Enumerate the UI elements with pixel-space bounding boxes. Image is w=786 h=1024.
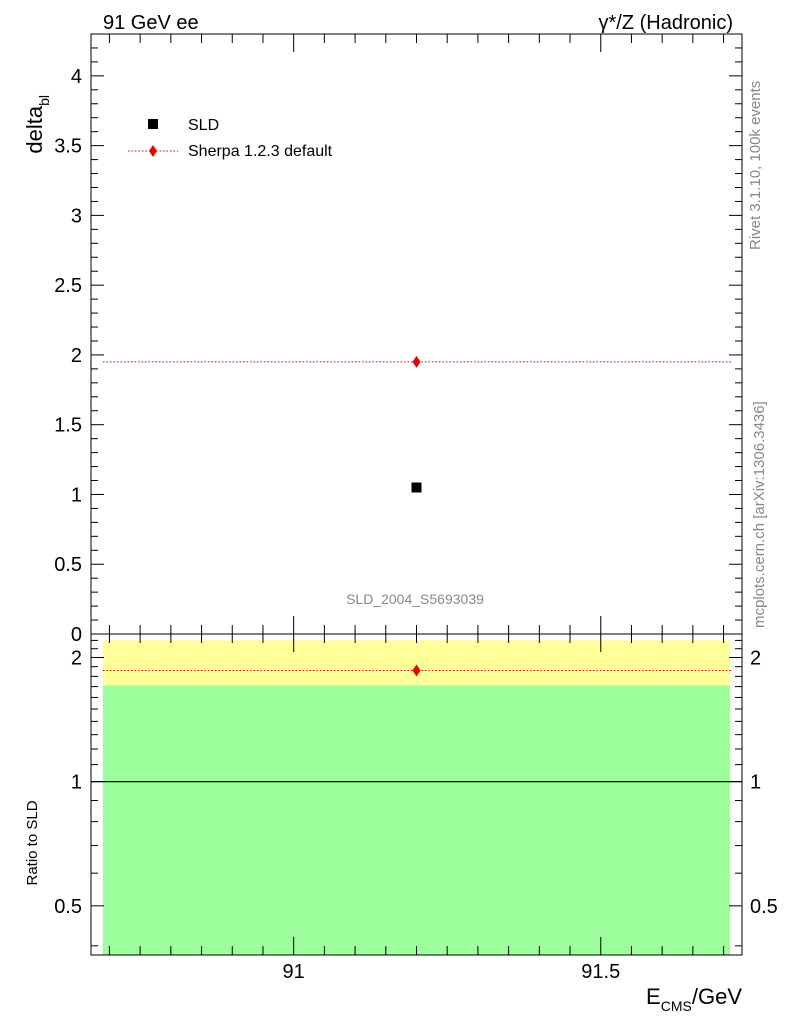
main-ytick-label: 0 [71,624,82,646]
band-green [103,685,730,955]
mcplots-label: mcplots.cern.ch [arXiv:1306.3436] [751,401,768,628]
main-ytick-label: 0.5 [54,554,82,576]
main-ylabel-text: delta [22,105,47,153]
header-left: 91 GeV ee [103,12,199,34]
legend-sld-marker [148,119,158,129]
main-ytick-label: 3.5 [54,136,82,158]
sherpa-point [412,355,421,368]
main-ylabel: deltabl [22,95,52,154]
xlabel-unit: /GeV [692,984,742,1009]
main-ytick-label: 2.5 [54,275,82,297]
sld-point [411,482,422,493]
ratio-ytick-label-right: 2 [750,647,761,669]
ratio-ytick-label: 2 [71,647,82,669]
xlabel-sub: CMS [661,998,692,1014]
main-panel: 0 0.5 1 1.5 2 2.5 3 3.5 4 [54,33,743,646]
watermark: SLD_2004_S5693039 [346,591,484,607]
ratio-ytick-label: 1 [71,772,82,794]
xtick-label: 91.5 [581,961,620,983]
ratio-panel: 0.5 0.5 1 1 2 2 91 91.5 [54,633,778,983]
xlabel-main: E [646,984,661,1009]
header-right: γ*/Z (Hadronic) [599,12,733,34]
legend-sld-label: SLD [188,117,219,134]
svg-text:deltabl: deltabl [22,95,52,154]
ratio-ytick-label-right: 1 [750,772,761,794]
main-ytick-label: 3 [71,205,82,227]
main-ytick-label: 1.5 [54,415,82,437]
main-ylabel-sub: bl [36,95,52,106]
legend-sherpa-label: Sherpa 1.2.3 default [188,143,333,160]
legend: SLD Sherpa 1.2.3 default [128,117,333,160]
ratio-sherpa-point [412,664,421,677]
main-ytick-label: 1 [71,484,82,506]
rivet-label: Rivet 3.1.10, 100k events [747,81,764,250]
ratio-ytick-label-right: 0.5 [750,896,778,918]
legend-sherpa-marker [149,145,157,157]
main-ytick-label: 4 [71,66,82,88]
ratio-ytick-label: 0.5 [54,896,82,918]
main-ytick-label: 2 [71,345,82,367]
xtick-label: 91 [283,961,305,983]
ratio-ylabel: Ratio to SLD [24,800,41,885]
xlabel: ECMS/GeV [646,984,742,1014]
